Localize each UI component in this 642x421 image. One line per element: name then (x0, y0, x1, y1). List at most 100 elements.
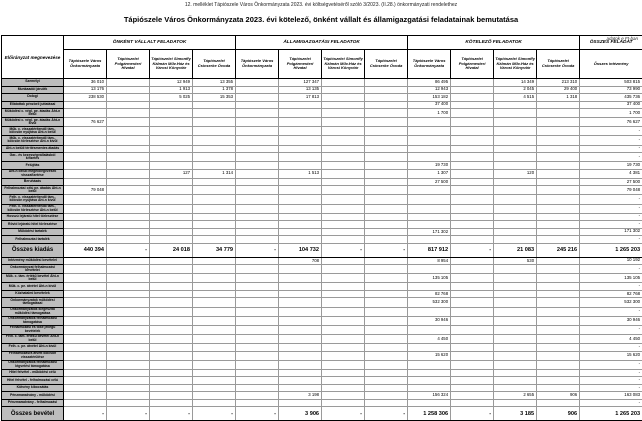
cell (408, 369, 451, 377)
cell (279, 377, 322, 385)
cell (322, 369, 365, 377)
cell: - (365, 407, 408, 421)
cell: 906 (537, 392, 580, 400)
cell (494, 127, 537, 136)
cell: - (580, 377, 642, 385)
cell (408, 127, 451, 136)
cell (365, 118, 408, 127)
cell (279, 118, 322, 127)
cell (537, 298, 580, 307)
cell: - (580, 195, 642, 204)
cell: 79 048 (580, 186, 642, 195)
cell (64, 136, 107, 145)
cell: - (322, 243, 365, 257)
row-label: Közhatalmi bevételek (2, 290, 64, 298)
cell (64, 334, 107, 343)
cell (322, 316, 365, 325)
cell (451, 274, 494, 283)
cell (279, 351, 322, 360)
cell (494, 344, 537, 352)
cell (279, 221, 322, 229)
cell (537, 186, 580, 195)
row-label: Hitel felvétel - működési célú (2, 369, 64, 377)
row-label: Felhalmozási tartalék (2, 236, 64, 244)
cell (279, 101, 322, 109)
cell (64, 221, 107, 229)
cell: 15 620 (408, 351, 451, 360)
cell (537, 228, 580, 236)
row-label: Műk. c. visszatérítendő tám., kölcsön ny… (2, 127, 64, 136)
cell: - (580, 136, 642, 145)
cell: 245 216 (537, 243, 580, 257)
cell (494, 351, 537, 360)
cell (365, 101, 408, 109)
cell (451, 325, 494, 334)
cell: - (451, 243, 494, 257)
cell (150, 127, 193, 136)
expense-row: Felhalmozási tartalék- (2, 236, 642, 244)
cell (322, 228, 365, 236)
cell (494, 186, 537, 195)
cell (537, 257, 580, 265)
cell (150, 360, 193, 369)
cell (64, 369, 107, 377)
cell (322, 162, 365, 170)
cell (537, 162, 580, 170)
cell (494, 228, 537, 236)
cell: 30 946 (580, 316, 642, 325)
cell (322, 307, 365, 316)
cell (150, 118, 193, 127)
cell (107, 384, 150, 392)
cell: 135 105 (580, 274, 642, 283)
cell: 13 355 (193, 79, 236, 87)
cell (322, 213, 365, 221)
cell: 15 620 (580, 351, 642, 360)
cell (322, 186, 365, 195)
cell (193, 384, 236, 392)
cell (365, 316, 408, 325)
cell: 1 314 (193, 169, 236, 178)
cell (537, 109, 580, 118)
row-label: Felh. c. tám. értékű bevétel Áht-n belül (2, 334, 64, 343)
cell (193, 316, 236, 325)
cell (322, 290, 365, 298)
row-label: Pénzmaradvány - működési (2, 392, 64, 400)
cell: 1 378 (193, 86, 236, 94)
cell: - (580, 283, 642, 291)
cell: 4 381 (580, 169, 642, 178)
cell: - (64, 407, 107, 421)
cell (494, 236, 537, 244)
cell (494, 274, 537, 283)
row-label: Hitel felvétel - felhalmozási célú (2, 377, 64, 385)
cell: 4 450 (580, 334, 642, 343)
cell (365, 274, 408, 283)
cell (236, 283, 279, 291)
cell (322, 325, 365, 334)
cell (64, 228, 107, 236)
cell (236, 145, 279, 153)
cell (494, 290, 537, 298)
cell (537, 265, 580, 274)
cell (408, 283, 451, 291)
cell (193, 136, 236, 145)
cell (107, 316, 150, 325)
cell (64, 384, 107, 392)
cell (537, 169, 580, 178)
cell (451, 118, 494, 127)
cell (537, 316, 580, 325)
cell (64, 169, 107, 178)
cell: 3 198 (279, 392, 322, 400)
row-label: Műk. c. visszatérítendő tám., kölcsön tö… (2, 136, 64, 145)
cell (107, 377, 150, 385)
cell (236, 290, 279, 298)
cell (451, 162, 494, 170)
cell (494, 109, 537, 118)
cell (193, 377, 236, 385)
cell (537, 399, 580, 407)
